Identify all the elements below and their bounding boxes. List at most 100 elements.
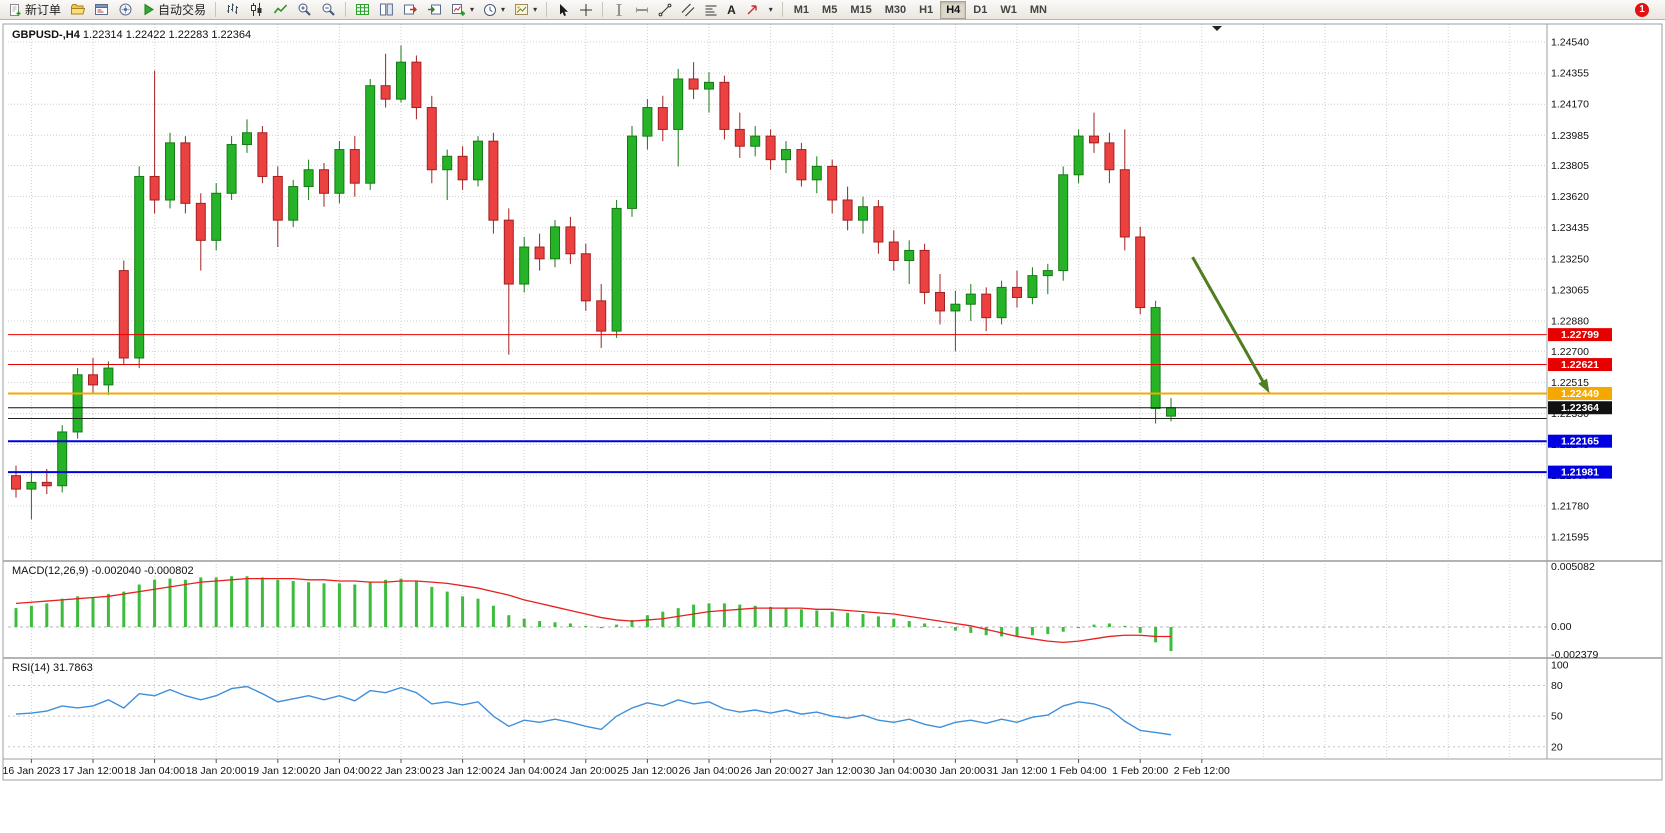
more-tools-button[interactable]: ▾: [764, 1, 777, 19]
svg-text:30 Jan 04:00: 30 Jan 04:00: [863, 765, 924, 777]
new-order-button[interactable]: 新订单: [4, 1, 65, 19]
svg-text:1.21595: 1.21595: [1551, 532, 1589, 544]
chart-canvas[interactable]: 1.24540 1.24355 1.24170 1.23985 1.23805 1.236…: [0, 20, 1665, 833]
vertical-line-icon: [616, 3, 622, 16]
market-watch-button[interactable]: [90, 1, 113, 19]
svg-text:1 Feb 04:00: 1 Feb 04:00: [1051, 765, 1107, 777]
zoom-out-button[interactable]: [317, 1, 340, 19]
trendline-tool-button[interactable]: [654, 1, 676, 19]
toolbar-separator: [546, 2, 548, 17]
toolbar: 新订单 自动交易 ▾: [0, 0, 1665, 20]
zoom-in-icon: [298, 3, 311, 16]
chart-line-button[interactable]: [269, 1, 292, 19]
svg-text:1.23250: 1.23250: [1551, 253, 1589, 265]
svg-text:1.21981: 1.21981: [1561, 467, 1599, 479]
chart-candles-button[interactable]: [245, 1, 268, 19]
svg-text:1 Feb 20:00: 1 Feb 20:00: [1112, 765, 1168, 777]
templates-button[interactable]: ▾: [510, 1, 541, 19]
svg-text:1.23985: 1.23985: [1551, 130, 1589, 142]
caret-down-icon: ▾: [501, 5, 506, 14]
notification-badge[interactable]: 1: [1635, 2, 1649, 17]
chart-shift-button[interactable]: [423, 1, 446, 19]
svg-text:31 Jan 12:00: 31 Jan 12:00: [987, 765, 1048, 777]
tile-windows-button[interactable]: [375, 1, 398, 19]
svg-text:23 Jan 12:00: 23 Jan 12:00: [432, 765, 493, 777]
bars-chart-icon: [227, 3, 239, 14]
vertical-line-tool-button[interactable]: [608, 1, 630, 19]
toolbar-separator: [602, 2, 604, 17]
svg-text:50: 50: [1551, 711, 1563, 723]
price-tags: 1.22799 1.22621 1.22449 1.22165 1.21981 1.223…: [1548, 328, 1612, 479]
timeframe-m30[interactable]: M30: [879, 1, 912, 19]
timeframe-m5[interactable]: M5: [816, 1, 843, 19]
caret-down-icon: ▾: [470, 5, 475, 14]
new-chart-icon: [452, 4, 466, 16]
svg-text:1.24355: 1.24355: [1551, 68, 1589, 80]
svg-text:27 Jan 12:00: 27 Jan 12:00: [802, 765, 863, 777]
new-order-label: 新订单: [25, 3, 62, 17]
templates-icon: [515, 4, 529, 15]
svg-text:-0.002379: -0.002379: [1551, 649, 1598, 661]
svg-text:0.00: 0.00: [1551, 621, 1572, 633]
fibonacci-tool-button[interactable]: [700, 1, 722, 19]
chart-bars-button[interactable]: [221, 1, 244, 19]
timeframe-m15[interactable]: M15: [844, 1, 877, 19]
crosshair-button[interactable]: [575, 1, 597, 19]
svg-text:100: 100: [1551, 660, 1569, 672]
svg-text:1.22515: 1.22515: [1551, 377, 1589, 389]
market-watch-icon: [95, 4, 109, 15]
svg-text:24 Jan 20:00: 24 Jan 20:00: [555, 765, 616, 777]
svg-text:20 Jan 04:00: 20 Jan 04:00: [309, 765, 370, 777]
grid-icon: [356, 4, 370, 15]
zoom-in-button[interactable]: [293, 1, 316, 19]
horizontal-line-icon: [636, 7, 649, 12]
horizontal-line-tool-button[interactable]: [631, 1, 653, 19]
arrows-tool-button[interactable]: [741, 1, 763, 19]
text-tool-button[interactable]: A: [723, 1, 740, 19]
profiles-folder-icon: [71, 4, 86, 15]
navigator-button[interactable]: [114, 1, 137, 19]
timeframe-d1[interactable]: D1: [967, 1, 993, 19]
timeframe-m1[interactable]: M1: [788, 1, 815, 19]
zoom-out-icon: [322, 3, 335, 16]
periods-button[interactable]: ▾: [479, 1, 509, 19]
new-order-icon: [10, 3, 21, 16]
cursor-icon: [560, 3, 569, 16]
autotrading-button[interactable]: 自动交易: [138, 1, 210, 19]
timeframe-mn[interactable]: MN: [1024, 1, 1053, 19]
crosshair-icon: [580, 3, 593, 16]
timeframe-h4[interactable]: H4: [940, 0, 967, 19]
indicators-grid-button[interactable]: [351, 1, 374, 19]
channel-tool-button[interactable]: [677, 1, 699, 19]
svg-text:16 Jan 2023: 16 Jan 2023: [2, 765, 60, 777]
dropdown-marker-icon[interactable]: [1212, 26, 1222, 31]
svg-text:19 Jan 12:00: 19 Jan 12:00: [247, 765, 308, 777]
svg-text:20: 20: [1551, 741, 1563, 753]
svg-text:18 Jan 04:00: 18 Jan 04:00: [124, 765, 185, 777]
trend-arrow-annotation[interactable]: [1191, 256, 1270, 394]
cursor-button[interactable]: [552, 1, 574, 19]
time-axis[interactable]: 16 Jan 2023 17 Jan 12:00 18 Jan 04:00 18 Ja…: [2, 759, 1230, 777]
channel-icon: [681, 3, 695, 16]
new-chart-button[interactable]: ▾: [447, 1, 478, 19]
play-icon: [144, 3, 154, 16]
svg-text:1.23805: 1.23805: [1551, 160, 1589, 172]
svg-text:1.22165: 1.22165: [1561, 436, 1599, 448]
line-chart-icon: [273, 4, 288, 14]
svg-text:24 Jan 04:00: 24 Jan 04:00: [494, 765, 555, 777]
auto-scroll-button[interactable]: [399, 1, 422, 19]
svg-text:1.22880: 1.22880: [1551, 316, 1589, 328]
arrows-tool-icon: [747, 4, 757, 14]
timeframe-h1[interactable]: H1: [913, 1, 939, 19]
svg-text:2 Feb 12:00: 2 Feb 12:00: [1174, 765, 1230, 777]
candles: [11, 45, 1176, 520]
fibonacci-icon: [705, 5, 717, 15]
gridlines: [8, 24, 1547, 759]
caret-down-icon: ▾: [768, 5, 773, 14]
svg-text:17 Jan 12:00: 17 Jan 12:00: [63, 765, 124, 777]
svg-text:80: 80: [1551, 680, 1563, 692]
svg-text:1.22364: 1.22364: [1561, 402, 1599, 414]
timeframe-w1[interactable]: W1: [994, 1, 1023, 19]
autotrading-label: 自动交易: [158, 3, 207, 17]
profiles-button[interactable]: [66, 1, 89, 19]
